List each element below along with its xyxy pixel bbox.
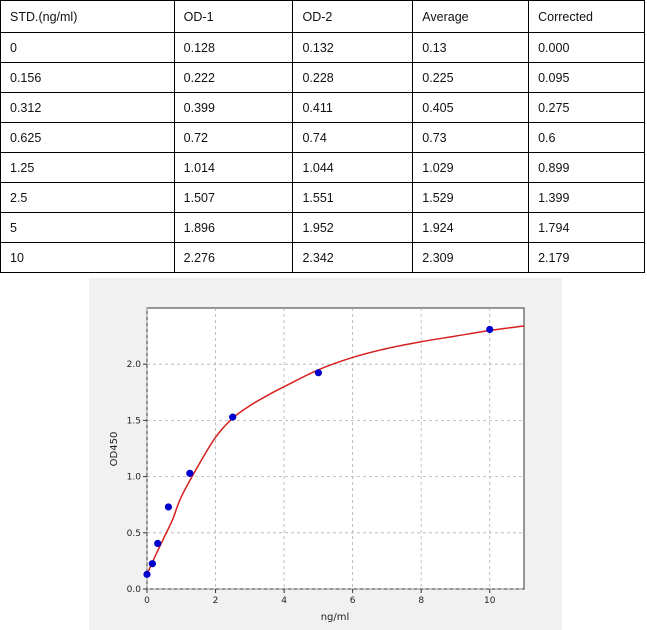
- table-row: 10 2.276 2.342 2.309 2.179: [0, 242, 645, 273]
- table-cell: 1.029: [412, 152, 530, 183]
- table-cell: 0: [0, 32, 175, 63]
- table-cell: 2.179: [528, 242, 645, 273]
- table-cell: 10: [0, 242, 175, 273]
- y-axis-label: OD450: [109, 432, 120, 467]
- table-cell: 1.924: [412, 212, 530, 243]
- table-cell: 0.228: [292, 62, 414, 93]
- table-cell: 1.507: [173, 182, 294, 213]
- data-point: [486, 325, 494, 334]
- table-cell: 1.014: [173, 152, 294, 183]
- standard-curve-table: STD.(ng/ml) OD-1 OD-2 Average Corrected 0 0.12…: [0, 0, 645, 273]
- table-cell: 1.529: [412, 182, 530, 213]
- x-tick-label: 2: [213, 596, 219, 606]
- table-cell: 1.794: [528, 212, 645, 243]
- table-cell: 0.411: [292, 92, 414, 123]
- data-points: [143, 325, 494, 578]
- data-point: [143, 570, 151, 578]
- table-cell: 0.6: [528, 122, 645, 153]
- table-cell: 1.044: [292, 152, 414, 183]
- table-header-cell: STD.(ng/ml): [0, 0, 175, 33]
- table-cell: 0.405: [412, 92, 530, 123]
- table-cell: 0.13: [412, 32, 530, 63]
- table-cell: 2.276: [173, 242, 294, 273]
- table-row: 0 0.128 0.132 0.13 0.000: [0, 32, 645, 63]
- table-cell: 1.952: [292, 212, 414, 243]
- standard-curve-chart: 0 2 4 6 8 10 0.0 0.5 1.0 1.5 2.0 ng/ml OD450: [109, 307, 525, 623]
- table-cell: 0.312: [0, 92, 175, 123]
- table-cell: 0.156: [0, 62, 175, 93]
- x-tick-label: 10: [484, 596, 496, 606]
- table-cell: 0.899: [528, 152, 645, 183]
- data-point: [148, 560, 156, 568]
- table-body: STD.(ng/ml) OD-1 OD-2 Average Corrected 0 0.12…: [0, 0, 645, 273]
- table-header-cell: Average: [412, 0, 530, 33]
- data-point: [229, 413, 237, 421]
- x-tick-label: 4: [281, 596, 287, 606]
- fit-curve-line: [146, 325, 525, 575]
- x-tick-label: 0: [144, 596, 150, 606]
- fit-curve: [146, 325, 525, 575]
- table-cell: 0.275: [528, 92, 645, 123]
- table-header-cell: Corrected: [528, 0, 645, 33]
- grid-lines: [146, 308, 524, 590]
- table-row: 1.25 1.014 1.044 1.029 0.899: [0, 152, 645, 183]
- table-header-cell: OD-2: [292, 0, 414, 33]
- data-point: [186, 469, 194, 477]
- y-tick-label: 1.5: [127, 416, 141, 426]
- x-axis-label: ng/ml: [321, 612, 350, 623]
- axes: 0 2 4 6 8 10 0.0 0.5 1.0 1.5 2.0: [127, 360, 496, 606]
- table-cell: 2.309: [412, 242, 530, 273]
- x-tick-label: 8: [418, 596, 424, 606]
- table-header-row: STD.(ng/ml) OD-1 OD-2 Average Corrected: [0, 0, 645, 33]
- table-cell: 0.000: [528, 32, 645, 63]
- table-row: 0.156 0.222 0.228 0.225 0.095: [0, 62, 645, 93]
- table-row: 2.5 1.507 1.551 1.529 1.399: [0, 182, 645, 213]
- table-row: 0.312 0.399 0.411 0.405 0.275: [0, 92, 645, 123]
- table-row: 0.625 0.72 0.74 0.73 0.6: [0, 122, 645, 153]
- table-cell: 0.625: [0, 122, 175, 153]
- x-tick-label: 6: [350, 596, 356, 606]
- table-cell: 0.095: [528, 62, 645, 93]
- y-tick-label: 0.5: [127, 529, 141, 539]
- table-cell: 0.132: [292, 32, 414, 63]
- table-cell: 0.225: [412, 62, 530, 93]
- chart-panel: 0 2 4 6 8 10 0.0 0.5 1.0 1.5 2.0 ng/ml OD450: [89, 278, 562, 630]
- table-cell: 1.399: [528, 182, 645, 213]
- table-cell: 0.222: [173, 62, 294, 93]
- y-tick-label: 0.0: [127, 585, 142, 595]
- table-cell: 1.896: [173, 212, 294, 243]
- data-point: [314, 369, 322, 377]
- table-cell: 0.72: [173, 122, 294, 153]
- table-header-cell: OD-1: [173, 0, 294, 33]
- table-cell: 1.551: [292, 182, 414, 213]
- table-cell: 0.399: [173, 92, 294, 123]
- table-cell: 1.25: [0, 152, 175, 183]
- table-cell: 2.5: [0, 182, 175, 213]
- data-point: [154, 539, 162, 548]
- table-cell: 5: [0, 212, 175, 243]
- plot-area: [146, 307, 525, 590]
- table-cell: 2.342: [292, 242, 414, 273]
- y-tick-label: 2.0: [127, 360, 142, 370]
- table-cell: 0.74: [292, 122, 414, 153]
- y-tick-label: 1.0: [127, 473, 142, 483]
- table-cell: 0.128: [173, 32, 294, 63]
- table-row: 5 1.896 1.952 1.924 1.794: [0, 212, 645, 243]
- table-cell: 0.73: [412, 122, 530, 153]
- data-point: [164, 503, 173, 511]
